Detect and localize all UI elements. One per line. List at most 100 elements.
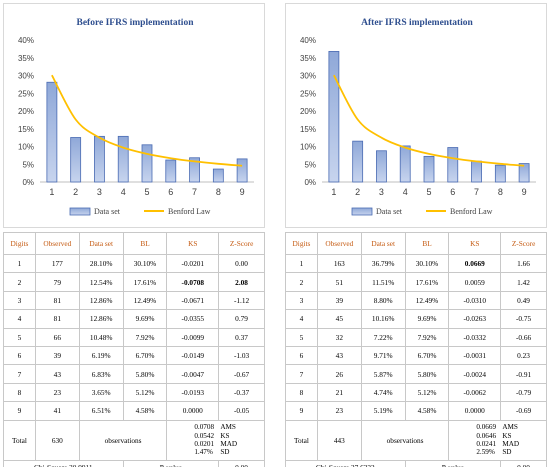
metric-value: 0.0241: [476, 440, 497, 449]
before-panel: Before IFRS implementation 0% 5% 10% 15% 20% 2…: [3, 3, 265, 467]
column-header: Digits: [285, 232, 318, 255]
digit-cell: 3: [3, 290, 36, 311]
y-tick-label: 15%: [18, 125, 34, 134]
legend-label-data-set: Data set: [94, 207, 121, 216]
y-tick-label: 35%: [300, 54, 316, 63]
y-tick-label: 35%: [18, 54, 34, 63]
table-row: 1 177 28.10% 30.10% -0.0201 0.00: [3, 253, 265, 274]
legend-bar-swatch: [351, 207, 373, 216]
observed-cell: 163: [316, 253, 362, 274]
observed-cell: 39: [316, 290, 362, 311]
metric-value: 0.0669: [476, 423, 497, 432]
z-score-cell: -0.69: [500, 401, 547, 421]
ks-cell: -0.0263: [448, 309, 502, 329]
data-set-cell: 5.19%: [360, 401, 406, 421]
observed-cell: 43: [316, 345, 362, 366]
metric-label: AMS: [502, 423, 518, 432]
digit-cell: 9: [3, 401, 36, 421]
total-count: 443: [316, 419, 362, 461]
data-set-cell: 3.65%: [78, 382, 124, 403]
total-row: Total 443 observations 0.0669 AMS 0.0646 KS 0…: [285, 419, 547, 461]
data-set-cell: 28.10%: [78, 253, 124, 274]
metric-row: 0.0669 AMS: [476, 423, 519, 431]
digit-cell: 1: [285, 253, 318, 274]
y-tick-label: 25%: [18, 89, 34, 98]
data-set-cell: 7.22%: [360, 327, 406, 347]
observed-cell: 21: [316, 382, 362, 403]
observed-cell: 45: [316, 309, 362, 329]
metric-value: 0.0708: [194, 423, 215, 432]
digit-cell: 6: [285, 345, 318, 366]
data-set-bar: [494, 164, 506, 183]
x-tick-label: 9: [240, 187, 245, 197]
y-tick-label: 5%: [304, 160, 316, 169]
ks-cell: -0.0099: [166, 327, 220, 347]
data-set-cell: 12.86%: [78, 290, 124, 311]
x-tick-label: 6: [168, 187, 173, 197]
data-set-bar: [117, 135, 129, 183]
data-set-bar: [376, 150, 387, 183]
p-value-label: P-value: [122, 459, 220, 467]
z-score-cell: 0.79: [218, 309, 265, 329]
x-tick-label: 5: [144, 187, 149, 197]
x-tick-label: 1: [331, 187, 336, 197]
observed-cell: 23: [34, 382, 80, 403]
digit-cell: 4: [285, 309, 318, 329]
chi-square-cell: Chi-Square 27.6322: [285, 459, 406, 467]
observed-cell: 43: [34, 364, 80, 384]
before-table: Digits Observed Data set BL KS Z-Score 1 177 28.…: [3, 232, 265, 467]
legend-bar-swatch: [69, 207, 91, 216]
data-set-bar: [447, 147, 459, 183]
data-set-cell: 6.51%: [78, 401, 124, 421]
digit-cell: 7: [285, 364, 318, 384]
metric-row: 2.59% SD: [476, 448, 519, 456]
metric-label: MAD: [220, 440, 238, 449]
data-set-bar: [46, 81, 58, 183]
table-row: 9 23 5.19% 4.58% 0.0000 -0.69: [285, 401, 547, 421]
x-tick-label: 3: [379, 187, 384, 197]
z-score-cell: 1.42: [500, 272, 547, 292]
z-score-cell: -0.79: [500, 382, 547, 403]
x-tick-label: 6: [450, 187, 455, 197]
bl-cell: 5.80%: [122, 364, 168, 384]
bl-cell: 7.92%: [122, 327, 168, 347]
table-header-row: Digits Observed Data set BL KS Z-Score: [3, 232, 265, 255]
column-header: Z-Score: [500, 232, 547, 255]
ks-cell: -0.0047: [166, 364, 220, 384]
legend-label-benford-law: Benford Law: [168, 207, 211, 216]
column-header: Z-Score: [218, 232, 265, 255]
observed-cell: 23: [316, 401, 362, 421]
ks-cell: 0.0000: [166, 401, 220, 421]
metric-value: 1.47%: [194, 448, 213, 457]
digit-cell: 5: [3, 327, 36, 347]
z-score-cell: -0.91: [500, 364, 547, 384]
total-count: 630: [34, 419, 80, 461]
x-tick-label: 7: [474, 187, 479, 197]
y-tick-label: 30%: [18, 72, 34, 81]
x-tick-label: 4: [403, 187, 408, 197]
digit-cell: 9: [285, 401, 318, 421]
metric-label: MAD: [502, 440, 520, 449]
y-tick-label: 10%: [18, 143, 34, 152]
z-score-cell: -0.66: [500, 327, 547, 347]
column-header: BL: [122, 232, 168, 255]
table-row: 2 79 12.54% 17.61% -0.0708 2.08: [3, 272, 265, 292]
p-value: 0.00: [218, 459, 265, 467]
metric-label: SD: [502, 448, 512, 457]
z-score-cell: -0.75: [500, 309, 547, 329]
ks-cell: -0.0193: [166, 382, 220, 403]
column-header: Data set: [78, 232, 124, 255]
data-set-cell: 36.79%: [360, 253, 406, 274]
digit-cell: 5: [285, 327, 318, 347]
ks-cell: -0.0201: [166, 253, 220, 274]
table-row: 3 39 8.80% 12.49% -0.0310 0.49: [285, 290, 547, 311]
data-set-cell: 6.19%: [78, 345, 124, 366]
bl-cell: 5.12%: [404, 382, 450, 403]
data-set-cell: 5.87%: [360, 364, 406, 384]
data-set-bar: [94, 135, 105, 183]
data-set-cell: 10.16%: [360, 309, 406, 329]
total-observations-label: observations: [78, 419, 168, 461]
summary-metrics: 0.0708 AMS 0.0542 KS 0.0201 MAD 1.47% SD: [166, 419, 265, 461]
z-score-cell: 0.00: [218, 253, 265, 274]
benford-law-line: [333, 74, 525, 167]
